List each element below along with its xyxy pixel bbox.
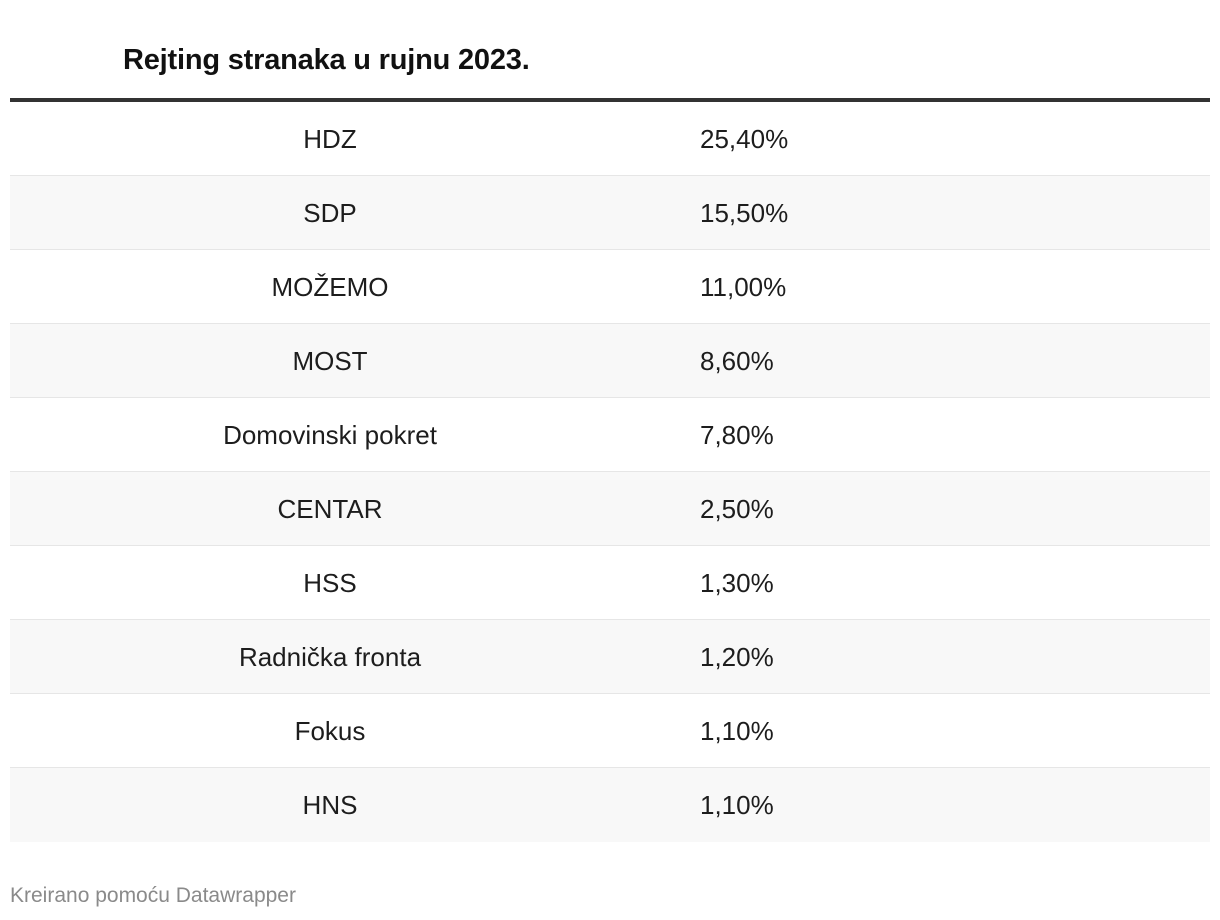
table-row: CENTAR 2,50%	[10, 472, 1210, 546]
party-name-cell: Fokus	[294, 716, 366, 746]
party-name-cell: Radnička fronta	[238, 642, 422, 672]
rating-value-cell: 1,10%	[700, 790, 774, 820]
rating-value-cell: 1,10%	[700, 716, 774, 746]
party-name-cell: HNS	[302, 790, 358, 820]
table-row: HSS 1,30%	[10, 546, 1210, 620]
rating-value-cell: 25,40%	[700, 124, 789, 154]
chart-title: Rejting stranaka u rujnu 2023.	[123, 44, 530, 76]
party-name-cell: Domovinski pokret	[223, 420, 437, 450]
rating-value-cell: 8,60%	[700, 346, 774, 376]
party-name-cell: MOST	[292, 346, 368, 376]
table-row: Fokus 1,10%	[10, 694, 1210, 768]
table-row: HDZ 25,40%	[10, 102, 1210, 176]
table-row: Domovinski pokret 7,80%	[10, 398, 1210, 472]
rating-value-cell: 11,00%	[700, 272, 787, 302]
rating-value-cell: 7,80%	[700, 420, 774, 450]
data-table: HDZ 25,40% SDP 15,50% MOŽEMO 11,00% MOST 8,60% D…	[10, 98, 1210, 842]
party-name-cell: CENTAR	[277, 494, 383, 524]
table-row: Radnička fronta 1,20%	[10, 620, 1210, 694]
rating-value-cell: 1,30%	[700, 568, 774, 598]
rating-value-cell: 15,50%	[700, 198, 789, 228]
party-name-cell: HSS	[303, 568, 357, 598]
table-row: SDP 15,50%	[10, 176, 1210, 250]
table-row: HNS 1,10%	[10, 768, 1210, 842]
party-name-cell: HDZ	[303, 124, 357, 154]
table-row: MOST 8,60%	[10, 324, 1210, 398]
party-name-cell: SDP	[303, 198, 357, 228]
credit-footer: Kreirano pomoću Datawrapper	[10, 884, 296, 907]
party-name-cell: MOŽEMO	[271, 272, 389, 302]
rating-value-cell: 2,50%	[700, 494, 774, 524]
table-row: MOŽEMO 11,00%	[10, 250, 1210, 324]
rating-value-cell: 1,20%	[700, 642, 774, 672]
